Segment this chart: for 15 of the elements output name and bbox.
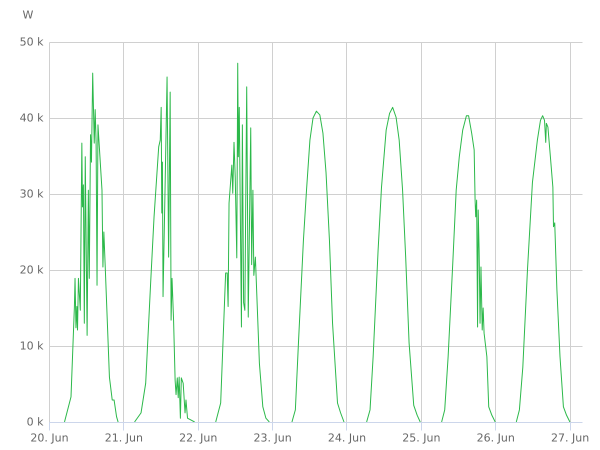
y-tick-label: 40 k: [20, 112, 44, 124]
y-tick-label: 30 k: [20, 188, 44, 200]
x-tick-label: 22. Jun: [179, 432, 218, 444]
y-tick-label: 20 k: [20, 264, 44, 276]
x-tick-label: 27. Jun: [551, 432, 590, 444]
y-axis-title: W: [22, 8, 34, 22]
x-tick-label: 24. Jun: [328, 432, 366, 444]
x-tick-label: 26. Jun: [476, 432, 515, 444]
y-tick-label: 10 k: [20, 340, 44, 352]
y-tick-label: 50 k: [20, 36, 44, 48]
y-tick-label: 0 k: [26, 416, 44, 428]
x-tick-label: 23. Jun: [254, 432, 292, 444]
x-tick-label: 21. Jun: [104, 432, 143, 444]
x-tick-label: 20. Jun: [30, 432, 69, 444]
x-tick-label: 25. Jun: [402, 432, 440, 444]
